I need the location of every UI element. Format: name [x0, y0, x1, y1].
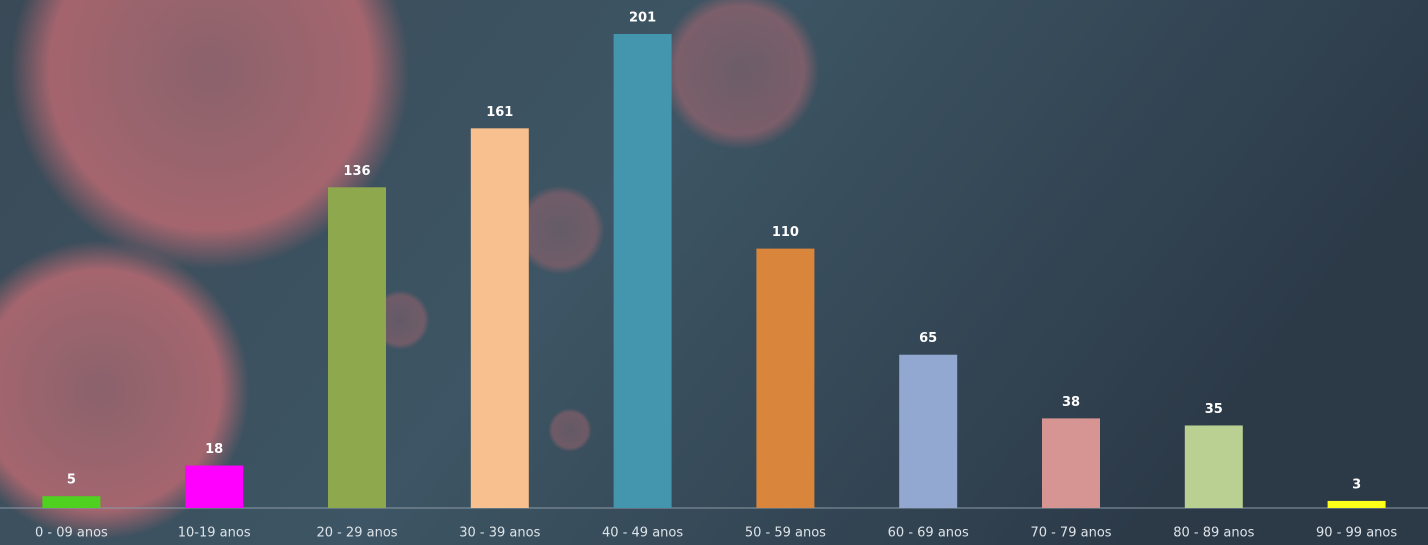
x-tick-label: 30 - 39 anos	[459, 526, 540, 541]
value-label: 201	[629, 11, 656, 26]
x-tick-label: 0 - 09 anos	[35, 526, 108, 541]
value-label: 136	[343, 164, 370, 179]
x-tick-label: 40 - 49 anos	[602, 526, 683, 541]
x-tick-label: 10-19 anos	[178, 526, 251, 541]
value-label: 161	[486, 105, 513, 120]
x-tick-label: 70 - 79 anos	[1030, 526, 1111, 541]
value-label: 38	[1062, 395, 1080, 410]
value-label: 65	[919, 331, 937, 346]
bar	[613, 34, 672, 508]
background-decoration	[0, 0, 820, 540]
bar	[185, 465, 244, 508]
value-label: 110	[772, 225, 799, 240]
bar	[470, 128, 529, 508]
bar	[42, 496, 101, 508]
bar	[899, 354, 958, 508]
x-tick-label: 90 - 99 anos	[1316, 526, 1397, 541]
bar	[1184, 425, 1243, 508]
x-tick-label: 50 - 59 anos	[745, 526, 826, 541]
value-label: 3	[1352, 477, 1361, 492]
x-tick-label: 20 - 29 anos	[316, 526, 397, 541]
value-label: 5	[67, 473, 76, 488]
x-tick-label: 60 - 69 anos	[888, 526, 969, 541]
bar	[328, 187, 386, 509]
bar	[1042, 418, 1100, 508]
value-label: 35	[1205, 402, 1223, 417]
value-label: 18	[205, 442, 223, 457]
bar	[756, 248, 815, 508]
x-tick-label: 80 - 89 anos	[1173, 526, 1254, 541]
bar	[1327, 500, 1386, 508]
